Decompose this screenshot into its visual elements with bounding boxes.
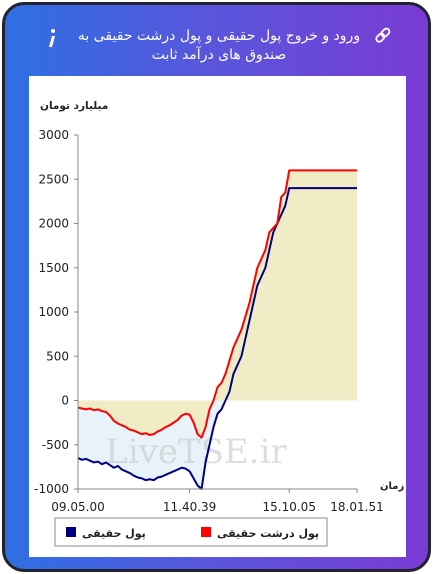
y-tick-label: 1500 (38, 261, 69, 275)
y-tick-label: 2500 (38, 172, 69, 186)
x-axis-label: زمان (380, 481, 404, 492)
legend-label: پول حقیقی (82, 527, 146, 540)
y-tick-label: -500 (42, 438, 69, 452)
x-tick-label: 18.01.51 (330, 500, 383, 514)
y-tick-label: -1000 (34, 482, 69, 496)
series-line (77, 169, 357, 439)
series-area (78, 170, 357, 438)
x-tick-label: 09.05.00 (51, 500, 104, 514)
chart-title: ورود و خروج پول حقیقی و پول درشت حقیقی ب… (77, 28, 361, 63)
x-tick-label: 11.40.39 (163, 500, 216, 514)
y-tick-label: 1000 (38, 305, 69, 319)
y-tick-label: 2000 (38, 217, 69, 231)
info-icon[interactable] (49, 29, 55, 47)
series-line (77, 187, 357, 490)
x-tick-label: 15.10.05 (263, 500, 316, 514)
legend-box (54, 517, 328, 547)
legend-marker (66, 527, 76, 537)
y-tick-label: 500 (46, 349, 69, 363)
y-tick-label: 0 (61, 394, 69, 408)
link-icon[interactable] (375, 27, 391, 43)
watermark: LiveTSE.ir (105, 432, 287, 472)
legend-marker (201, 527, 211, 537)
legend-label: پول درشت حقیقی (217, 527, 319, 540)
y-axis-label: میلیارد تومان (40, 100, 108, 112)
y-tick-label: 3000 (38, 128, 69, 142)
